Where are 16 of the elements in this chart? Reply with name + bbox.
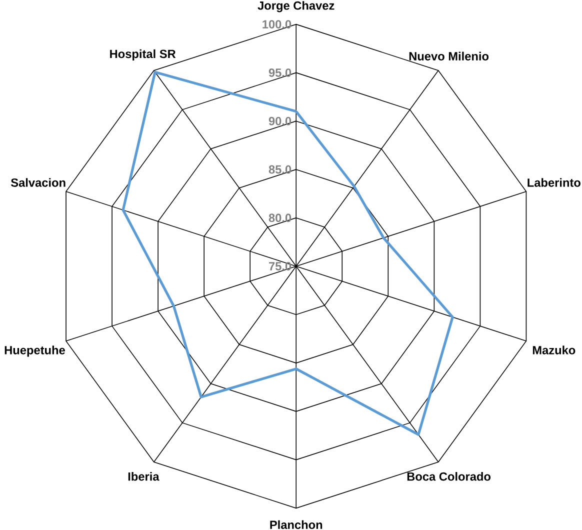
- spoke-label: Nuevo Milenio: [409, 52, 489, 60]
- spoke-label: Jorge Chavez: [258, 1, 334, 12]
- y-tick-label: 85.0: [268, 165, 292, 174]
- y-tick-label: 80.0: [268, 214, 292, 222]
- y-tick-label: 95.0: [268, 68, 292, 77]
- spoke-label: Salvacion: [10, 178, 66, 187]
- y-tick-label: 75.0: [268, 262, 292, 270]
- spoke-label: Hospital SR: [110, 49, 176, 60]
- spoke-label: Iberia: [128, 472, 160, 481]
- spoke-label: Huepetuhe: [4, 346, 65, 357]
- y-tick-label: 90.0: [268, 116, 292, 126]
- y-tick-label: 100.0: [262, 20, 292, 28]
- spoke-label: Laberinto: [528, 178, 580, 187]
- spoke-label: Planchon: [270, 520, 322, 529]
- spoke-label: Boca Colorado: [407, 472, 491, 481]
- spoke-label: Mazuko: [532, 346, 576, 354]
